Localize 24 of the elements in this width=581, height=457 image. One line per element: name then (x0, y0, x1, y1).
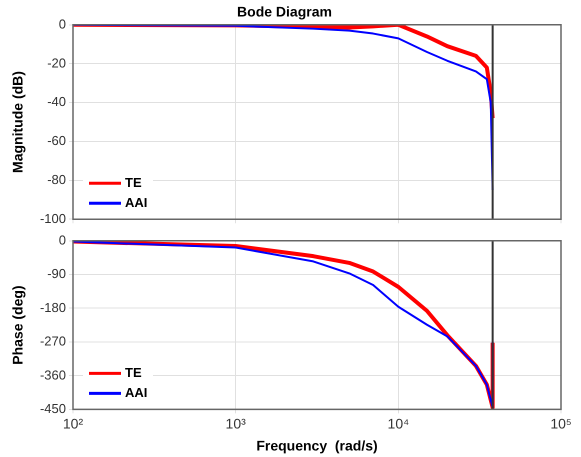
y-tick-label: -180 (40, 300, 66, 315)
x-tick-label: 10² (62, 416, 84, 432)
x-axis-title: Frequency (rad/s) (256, 437, 378, 454)
y-tick-label: -80 (47, 172, 66, 187)
y-tick-label: -360 (40, 367, 66, 382)
x-tick-label: 10³ (226, 416, 246, 432)
x-tick-label: 10⁴ (388, 416, 410, 432)
legend-label: TE (125, 364, 142, 380)
legend-label: AAI (125, 194, 148, 210)
y-tick-label: -450 (40, 400, 66, 416)
legend-label: TE (125, 174, 142, 190)
y-tick-label: -20 (47, 55, 66, 70)
y-tick-label: -40 (47, 94, 66, 110)
legend-label: AAI (125, 384, 148, 400)
chart-title: Bode Diagram (237, 3, 332, 20)
y-tick-label: -270 (40, 334, 66, 349)
y-axis-title: Phase (deg) (9, 285, 26, 365)
y-tick-label: 0 (58, 16, 66, 32)
y-axis-title: Magnitude (dB) (9, 71, 26, 173)
y-tick-label: -60 (47, 133, 66, 148)
x-tick-label: 10⁵ (550, 416, 572, 432)
y-tick-label: -90 (47, 266, 66, 282)
y-tick-label: 0 (58, 232, 66, 248)
y-tick-label: -100 (40, 210, 66, 226)
